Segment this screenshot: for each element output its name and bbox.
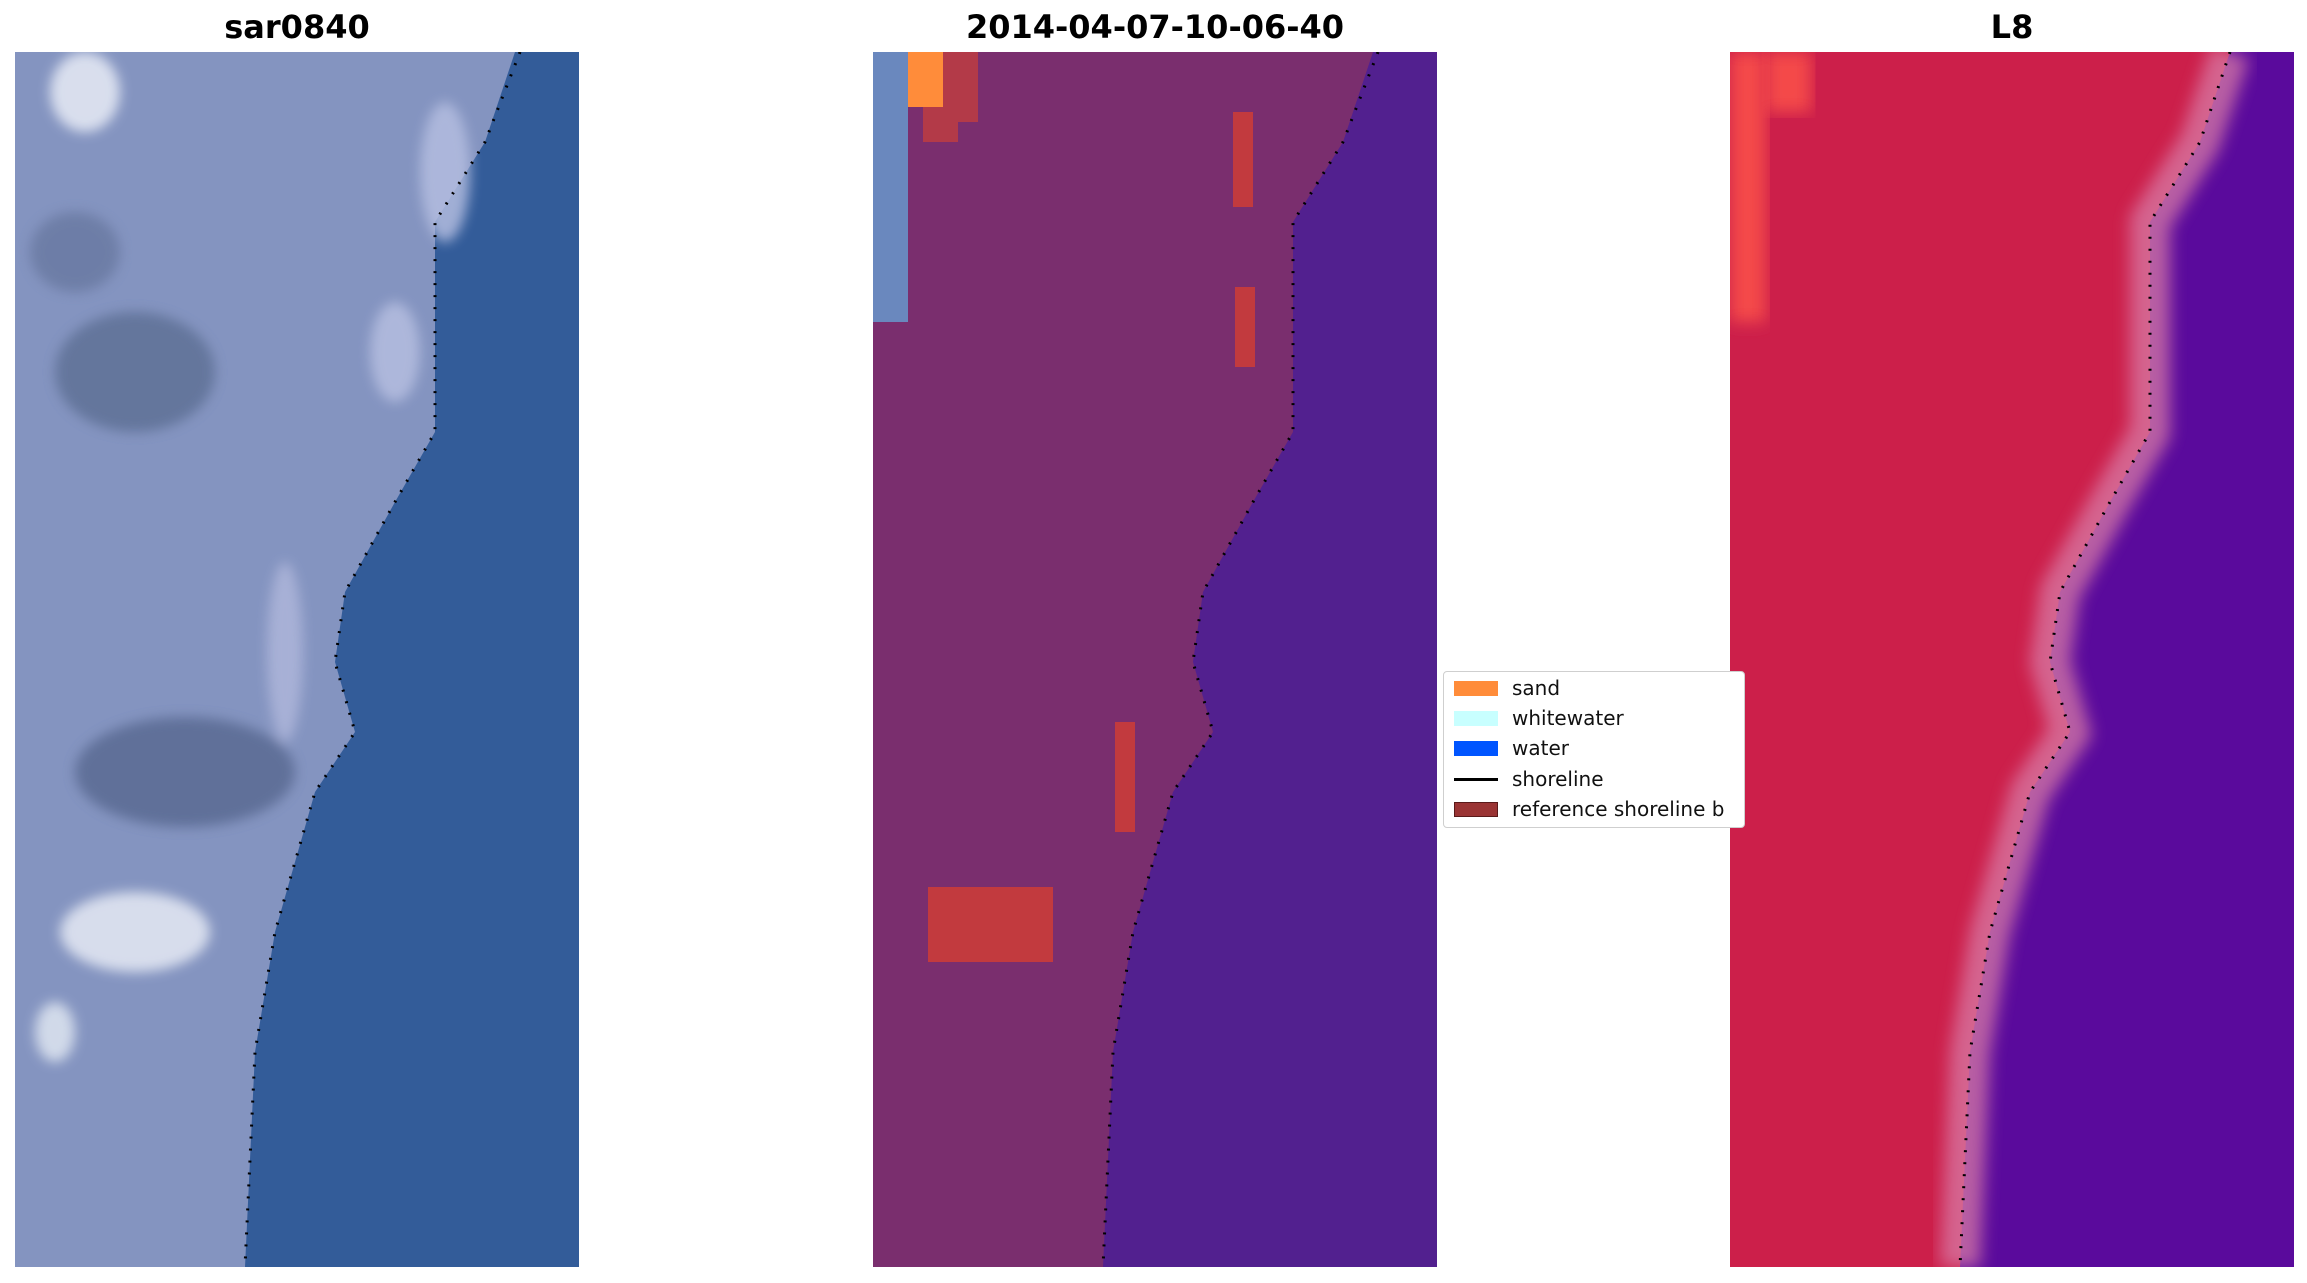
- panel-title-nir: L8: [1990, 8, 2034, 46]
- classified-image: [873, 52, 1437, 1267]
- legend-item-whitewater: whitewater: [1454, 706, 1624, 730]
- panel-title-classified: 2014-04-07-10-06-40: [965, 8, 1345, 46]
- rgb-satellite-image: [15, 52, 579, 1267]
- false-color-image: [1730, 52, 2294, 1267]
- whitewater-swatch: [1454, 710, 1498, 726]
- legend-item-water: water: [1454, 736, 1569, 760]
- legend-label: shoreline: [1512, 767, 1604, 791]
- sand-swatch: [1454, 680, 1498, 696]
- legend-item-shoreline: shoreline: [1454, 767, 1604, 791]
- legend-item-reference-shoreline: reference shoreline b: [1454, 797, 1724, 821]
- panel-title-rgb: sar0840: [224, 8, 370, 46]
- legend-label: water: [1512, 736, 1569, 760]
- water-swatch: [1454, 740, 1498, 756]
- legend: sand whitewater water shoreline referenc…: [1443, 671, 1745, 828]
- reference-shoreline-swatch: [1454, 801, 1498, 817]
- legend-label: sand: [1512, 676, 1561, 700]
- shoreline-line-icon: [1454, 777, 1498, 781]
- legend-item-sand: sand: [1454, 676, 1560, 700]
- legend-label: whitewater: [1512, 706, 1624, 730]
- legend-label: reference shoreline b: [1512, 797, 1725, 821]
